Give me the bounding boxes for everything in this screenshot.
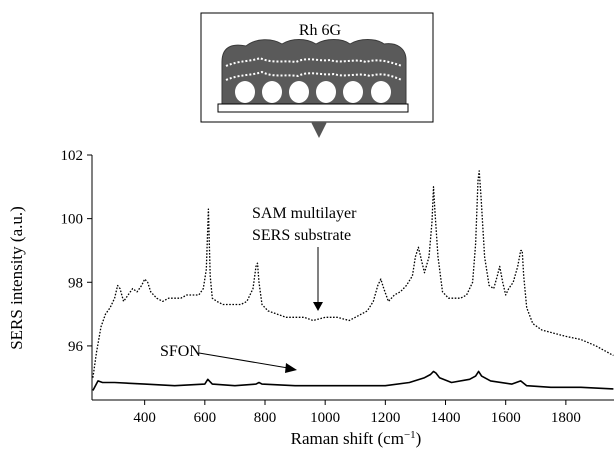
x-axis-title: Raman shift (cm−1) xyxy=(291,429,422,448)
inset-schematic: Rh 6G xyxy=(200,12,434,138)
annotation-sam: SAM multilayer SERS substrate xyxy=(252,205,357,311)
sam-annotation-line-2: SERS substrate xyxy=(252,227,351,244)
monolayer-dotted-line-2 xyxy=(225,70,403,81)
nanosphere xyxy=(262,81,282,103)
y-tick-label: 100 xyxy=(61,212,84,228)
nanosphere xyxy=(371,81,391,103)
y-tick-label: 96 xyxy=(68,339,84,355)
x-tick-label: 1400 xyxy=(431,410,461,426)
x-tick-label: 1200 xyxy=(370,410,400,426)
inset-pointer xyxy=(311,122,327,138)
series-group xyxy=(92,170,614,391)
x-axis-title-superscript: −1 xyxy=(404,429,416,441)
x-tick-label: 400 xyxy=(133,410,156,426)
nanosphere xyxy=(316,81,336,103)
x-ticks: 400 600 800 1000 1200 1400 1600 1800 xyxy=(133,400,581,426)
sfon-annotation-arrow xyxy=(198,352,289,369)
sfon-spectrum-line xyxy=(92,370,614,391)
nanosphere xyxy=(289,81,309,103)
nanosphere xyxy=(343,81,363,103)
x-tick-label: 1800 xyxy=(551,410,581,426)
y-axis-title: SERS intensity (a.u.) xyxy=(7,206,26,350)
sam-annotation-line-1: SAM multilayer xyxy=(252,205,357,222)
x-tick-label: 1000 xyxy=(310,410,340,426)
annotation-sfon: SFON xyxy=(160,343,297,373)
sfon-arrow-head xyxy=(285,363,297,373)
x-tick-label: 800 xyxy=(254,410,277,426)
x-axis-title-main: Raman shift (cm xyxy=(291,429,404,448)
sam-arrow-head xyxy=(313,302,323,311)
y-ticks: 96 98 100 102 xyxy=(61,148,92,355)
x-axis-title-close: ) xyxy=(416,429,422,448)
plot-axes xyxy=(91,155,614,401)
x-tick-label: 600 xyxy=(194,410,217,426)
x-tick-label: 1600 xyxy=(491,410,521,426)
nanosphere-row xyxy=(235,81,391,103)
sam-multilayer-spectrum-line xyxy=(92,170,614,378)
nanosphere xyxy=(235,81,255,103)
sfon-annotation-label: SFON xyxy=(160,343,201,360)
monolayer-dotted-line-1 xyxy=(225,56,403,67)
y-tick-label: 98 xyxy=(68,275,83,291)
substrate-base xyxy=(217,103,409,113)
inset-label: Rh 6G xyxy=(299,22,342,39)
y-tick-label: 102 xyxy=(61,148,84,164)
